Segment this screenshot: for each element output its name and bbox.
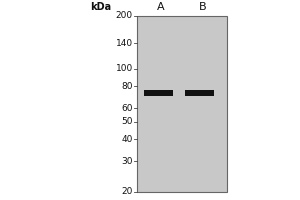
Text: 140: 140	[116, 39, 133, 48]
Text: A: A	[157, 2, 164, 12]
Text: 30: 30	[122, 157, 133, 166]
FancyBboxPatch shape	[136, 16, 226, 192]
Text: B: B	[199, 2, 206, 12]
FancyBboxPatch shape	[185, 90, 214, 96]
Text: 200: 200	[116, 11, 133, 21]
Text: 60: 60	[122, 104, 133, 113]
Text: 50: 50	[122, 117, 133, 126]
Text: 40: 40	[122, 135, 133, 144]
Text: 80: 80	[122, 82, 133, 91]
Text: 20: 20	[122, 188, 133, 196]
FancyBboxPatch shape	[144, 90, 173, 96]
Text: kDa: kDa	[90, 2, 111, 12]
Text: 100: 100	[116, 64, 133, 73]
